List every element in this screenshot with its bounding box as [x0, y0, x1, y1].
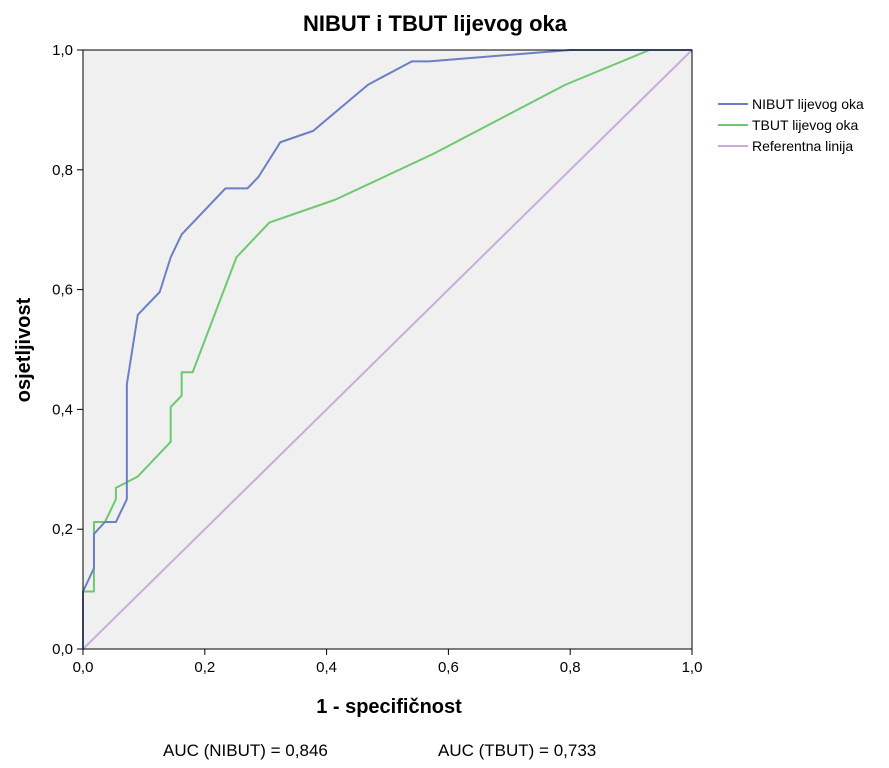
y-axis-label: osjetljivost: [13, 297, 35, 402]
x-tick-label: 0,6: [438, 659, 459, 676]
legend: NIBUT lijevog oka TBUT lijevog oka Referen…: [718, 96, 864, 154]
chart-title: NIBUT i TBUT lijevog oka: [303, 11, 568, 36]
series-lines: [82, 49, 693, 650]
series-line-referentna-linija: [82, 49, 693, 650]
auc-tbut-annotation: AUC (TBUT) = 0,733: [438, 741, 596, 760]
x-tick-label: 1,0: [682, 659, 703, 676]
y-tick-label: 1,0: [52, 42, 73, 59]
legend-label: TBUT lijevog oka: [752, 117, 859, 133]
y-tick-label: 0,4: [52, 401, 73, 418]
legend-label: NIBUT lijevog oka: [752, 96, 864, 112]
series-line-nibut-lijevog-oka: [82, 49, 692, 649]
legend-label: Referentna linija: [752, 138, 853, 154]
y-tick-label: 0,2: [52, 521, 73, 538]
y-tick-label: 0,8: [52, 162, 73, 179]
x-axis-label: 1 - specifičnost: [316, 696, 462, 718]
x-axis-ticks: 0,0 0,2 0,4 0,6 0,8 1,0: [73, 649, 703, 676]
series-line-tbut-lijevog-oka: [82, 49, 692, 649]
x-tick-label: 0,4: [316, 659, 337, 676]
auc-nibut-annotation: AUC (NIBUT) = 0,846: [163, 741, 328, 760]
y-tick-label: 0,0: [52, 641, 73, 658]
x-tick-label: 0,0: [73, 659, 94, 676]
y-axis-ticks: 0,0 0,2 0,4 0,6 0,8 1,0: [52, 42, 83, 658]
x-tick-label: 0,2: [194, 659, 215, 676]
x-tick-label: 0,8: [560, 659, 581, 676]
y-tick-label: 0,6: [52, 282, 73, 299]
plot-frame: [82, 49, 693, 650]
